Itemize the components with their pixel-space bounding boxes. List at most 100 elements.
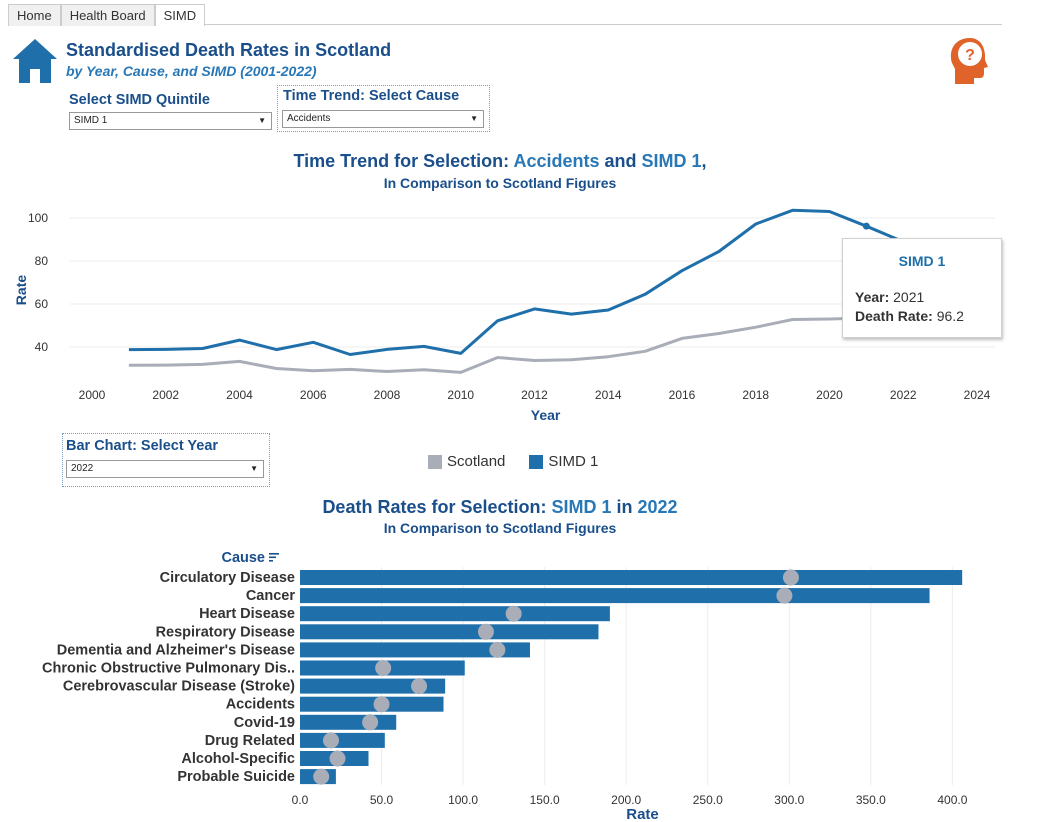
category-label: Alcohol-Specific (181, 751, 295, 767)
line-title-suffix: , (701, 151, 707, 171)
tooltip-rate: Death Rate: 96.2 (855, 308, 964, 324)
year-select-value: 2022 (71, 463, 94, 474)
year-select[interactable]: 2022 ▼ (66, 460, 264, 478)
tooltip-year-value: 2021 (893, 289, 925, 305)
x-tick-label: 2014 (595, 388, 622, 402)
bar-chart-subtitle: In Comparison to Scotland Figures (383, 520, 617, 536)
bar-title-simd: SIMD 1 (551, 497, 612, 517)
tab-simd[interactable]: SIMD (154, 4, 206, 26)
category-label: Chronic Obstructive Pulmonary Dis.. (42, 661, 295, 677)
sort-icon (269, 560, 273, 562)
category-label: Accidents (226, 697, 295, 713)
category-label: Dementia and Alzheimer's Disease (57, 642, 295, 658)
legend-label-simd1: SIMD 1 (548, 453, 599, 470)
category-label: Probable Suicide (177, 769, 295, 785)
cause-select[interactable]: Accidents ▼ (282, 110, 484, 128)
highlight-point (862, 222, 870, 230)
bar-simd (300, 570, 963, 585)
tooltip-rate-value: 96.2 (936, 308, 964, 324)
y-tick-label: 40 (35, 340, 49, 354)
line-title-and: and (599, 151, 642, 171)
home-icon[interactable] (11, 37, 59, 85)
marker-scotland (477, 623, 494, 640)
bar-title-year: 2022 (637, 497, 678, 517)
legend-label-scotland: Scotland (447, 453, 506, 470)
bar-simd (300, 606, 610, 622)
x-tick-label: 2008 (374, 388, 401, 402)
legend-item-scotland[interactable]: Scotland (428, 453, 505, 470)
category-label: Cancer (246, 588, 296, 604)
x-tick-label: 2020 (816, 388, 843, 402)
data-tooltip: SIMD 1 Year: 2021 Death Rate: 96.2 (842, 238, 1002, 338)
simd-quintile-value: SIMD 1 (74, 115, 108, 126)
chevron-down-icon: ▼ (250, 464, 258, 473)
marker-scotland (782, 569, 799, 586)
simd-quintile-label: Select SIMD Quintile (69, 92, 210, 108)
simd-quintile-select[interactable]: SIMD 1 ▼ (69, 112, 272, 130)
bar-simd (300, 588, 930, 604)
marker-scotland (373, 696, 390, 713)
page-title: Standardised Death Rates in Scotland (66, 40, 392, 60)
x-tick-label: 0.0 (292, 793, 309, 807)
x-tick-label: 2022 (890, 388, 917, 402)
legend-item-simd1[interactable]: SIMD 1 (529, 453, 598, 470)
x-tick-label: 2002 (152, 388, 179, 402)
legend: Scotland SIMD 1 (428, 453, 622, 470)
line-title-prefix: Time Trend for Selection: (293, 151, 514, 171)
category-label: Respiratory Disease (156, 624, 295, 640)
x-tick-label: 2004 (226, 388, 253, 402)
marker-scotland (375, 660, 392, 676)
y-tick-label: 80 (35, 254, 49, 268)
bar-simd (300, 714, 397, 730)
x-axis-title: Year (531, 407, 561, 423)
category-label: Cerebrovascular Disease (Stroke) (63, 679, 295, 695)
bar-chart-title: Death Rates for Selection: SIMD 1 in 202… (0, 497, 1000, 518)
y-tick-label: 60 (35, 297, 49, 311)
x-tick-label: 50.0 (370, 793, 394, 807)
year-filter-box (62, 433, 270, 487)
legend-swatch-scotland (428, 454, 442, 469)
x-tick-label: 250.0 (693, 793, 723, 807)
year-select-label: Bar Chart: Select Year (66, 438, 219, 454)
category-label: Circulatory Disease (160, 570, 295, 586)
x-tick-label: 2006 (300, 388, 327, 402)
series-line-scotland (128, 315, 904, 374)
x-tick-label: 2010 (447, 388, 474, 402)
sort-icon (269, 553, 279, 555)
y-tick-label: 100 (28, 211, 48, 225)
x-tick-label: 200.0 (611, 793, 641, 807)
bar-simd (300, 732, 385, 748)
legend-swatch-simd1 (529, 454, 544, 469)
svg-text:?: ? (965, 47, 975, 64)
tab-home[interactable]: Home (8, 4, 61, 26)
cause-select-value: Accidents (287, 113, 331, 124)
line-chart-title: Time Trend for Selection: Accidents and … (0, 151, 1000, 172)
bar-simd (300, 678, 446, 694)
help-head-icon[interactable]: ? (948, 36, 994, 86)
bar-simd (300, 624, 599, 640)
bar-title-prefix: Death Rates for Selection: (322, 497, 552, 517)
x-tick-label: 2016 (669, 388, 696, 402)
tooltip-rate-label: Death Rate: (855, 308, 933, 324)
marker-scotland (411, 678, 428, 695)
x-tick-label: 2012 (521, 388, 548, 402)
tooltip-year: Year: 2021 (855, 289, 924, 305)
chevron-down-icon: ▼ (470, 114, 478, 123)
x-tick-label: 2024 (964, 388, 991, 402)
bar-simd (300, 696, 444, 712)
tooltip-year-label: Year: (855, 289, 890, 305)
x-tick-label: 150.0 (530, 793, 560, 807)
series-line-simd-1 (128, 208, 904, 356)
marker-scotland (322, 732, 339, 749)
x-tick-label: 100.0 (448, 793, 478, 807)
category-label: Heart Disease (199, 606, 295, 622)
marker-scotland (505, 605, 522, 622)
line-chart: 40 60 80 100 2000 2002 2004 2006 2008 2010 2012 201… (13, 208, 995, 423)
x-tick-label: 350.0 (856, 793, 886, 807)
marker-scotland (329, 750, 346, 767)
cause-select-label: Time Trend: Select Cause (283, 88, 460, 104)
bar-chart: 0.0 50.0 100.0 150.0 200.0 250.0 300.0 350.0 400… (42, 550, 968, 822)
cause-header: Cause (221, 550, 265, 566)
tab-health-board[interactable]: Health Board (60, 4, 155, 26)
x-axis-title: Rate (626, 806, 659, 822)
